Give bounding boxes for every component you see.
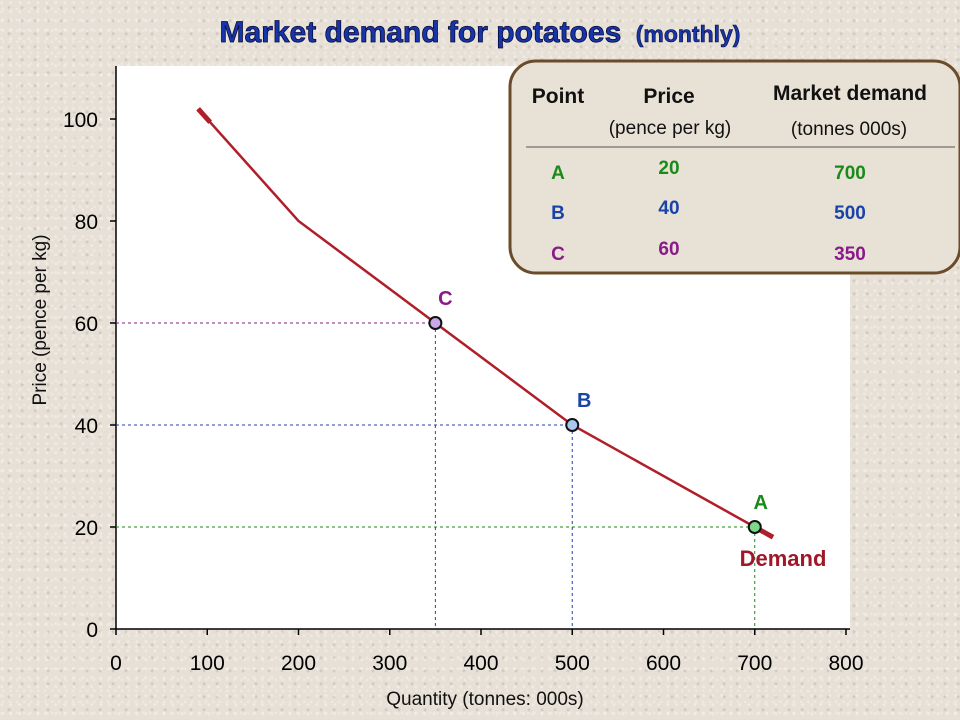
x-tick-label: 300 (372, 652, 407, 675)
point-marker-a (747, 520, 762, 534)
y-tick-label: 20 (75, 517, 98, 540)
data-points: A B C (428, 288, 768, 534)
table-header-price: Price (643, 85, 694, 108)
demand-curve-cap-start (196, 107, 213, 124)
chart-title-suffix: (monthly) (636, 21, 741, 47)
table-cell-price: 20 (658, 158, 679, 179)
chart-title-main: Market demand for potatoes (220, 16, 622, 49)
x-tick-label: 100 (190, 652, 225, 675)
axis-ticks: 0 100 200 300 400 500 600 700 800 0 20 40 60 80 100 (63, 109, 864, 675)
x-tick-label: 500 (555, 652, 590, 675)
x-tick-label: 700 (737, 652, 772, 675)
chart-title: Market demand for potatoes (monthly) (220, 16, 741, 49)
x-tick-label: 600 (646, 652, 681, 675)
table-cell-demand: 500 (834, 203, 866, 224)
y-tick-label: 0 (86, 619, 98, 642)
y-axis-label: Price (pence per kg) (30, 234, 51, 405)
table-cell-demand: 700 (834, 163, 866, 184)
table-header-point: Point (532, 85, 585, 108)
y-tick-label: 80 (75, 211, 98, 234)
table-cell-point: B (551, 203, 565, 224)
table-header-demand: Market demand (773, 82, 927, 105)
table-cell-price: 60 (658, 239, 679, 260)
y-tick-label: 60 (75, 313, 98, 336)
point-marker-c (428, 316, 443, 330)
point-label-c: C (438, 288, 452, 310)
point-label-b: B (577, 390, 591, 412)
x-tick-label: 400 (463, 652, 498, 675)
guide-lines (116, 322, 756, 629)
x-tick-label: 0 (110, 652, 122, 675)
demand-series-label: Demand (740, 546, 827, 571)
table-cell-point: A (551, 163, 565, 184)
table-unit-price: (pence per kg) (609, 118, 732, 139)
table-rows: A 20 700 B 40 500 C 60 350 (551, 158, 866, 265)
x-tick-label: 800 (828, 652, 863, 675)
table-cell-demand: 350 (834, 244, 866, 265)
x-tick-label: 200 (281, 652, 316, 675)
point-marker-b (565, 418, 580, 432)
table-cell-price: 40 (658, 198, 679, 219)
y-tick-label: 40 (75, 415, 98, 438)
data-table-box (508, 59, 960, 275)
data-table: Point Price Market demand (pence per kg)… (508, 59, 960, 275)
y-tick-label: 100 (63, 109, 98, 132)
table-cell-point: C (551, 244, 565, 265)
x-axis-label: Quantity (tonnes: 000s) (386, 689, 584, 710)
table-unit-demand: (tonnes 000s) (791, 119, 907, 140)
point-label-a: A (754, 492, 768, 514)
